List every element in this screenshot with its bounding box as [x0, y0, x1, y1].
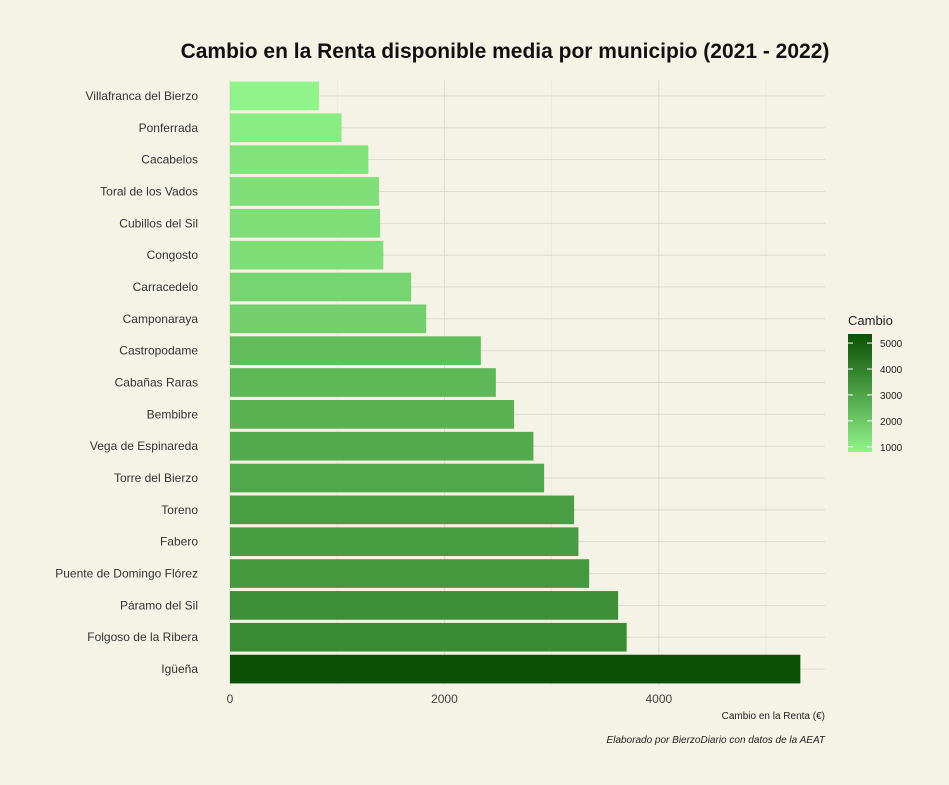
- category-label: Toral de los Vados: [100, 184, 198, 198]
- category-label: Camponaraya: [123, 312, 199, 326]
- bar: [230, 208, 381, 238]
- category-label: Torre del Bierzo: [114, 471, 198, 485]
- legend-tick-label: 3000: [880, 391, 903, 402]
- category-label: Cacabelos: [141, 153, 198, 167]
- category-label: Páramo del Sil: [120, 598, 198, 612]
- chart-caption: Elaborado por BierzoDiario con datos de …: [607, 735, 826, 746]
- category-label: Villafranca del Bierzo: [85, 89, 198, 103]
- bar: [230, 368, 496, 397]
- bar: [230, 527, 579, 557]
- category-label: Puente de Domingo Flórez: [55, 567, 198, 581]
- legend-title: Cambio: [848, 313, 893, 328]
- bar: [230, 431, 534, 461]
- legend-tick-label: 4000: [880, 365, 903, 376]
- category-label: Bembibre: [147, 407, 199, 421]
- legend-colorbar: [848, 334, 872, 452]
- category-label: Cabañas Raras: [115, 376, 198, 390]
- bar: [230, 304, 427, 334]
- bar: [230, 654, 801, 684]
- bar: [230, 272, 412, 302]
- chart-title: Cambio en la Renta disponible media por …: [181, 40, 830, 63]
- bar: [230, 113, 342, 143]
- legend-ticks: 1000 2000 3000 4000 5000: [848, 339, 903, 454]
- legend: Cambio 1000 2000 3000 4000 5000: [848, 313, 903, 454]
- x-axis-label: Cambio en la Renta (€): [722, 711, 825, 722]
- category-label: Toreno: [161, 503, 198, 517]
- category-label: Cubillos del Sil: [119, 216, 198, 230]
- bar: [230, 240, 384, 270]
- x-tick-label: 0: [227, 692, 234, 706]
- legend-tick-label: 1000: [880, 443, 903, 454]
- category-label: Congosto: [147, 248, 199, 262]
- bar: [230, 463, 545, 493]
- legend-tick-label: 2000: [880, 417, 903, 428]
- bar: [230, 336, 481, 365]
- category-label: Fabero: [160, 535, 198, 549]
- category-label: Carracedelo: [133, 280, 199, 294]
- bar: [230, 559, 590, 588]
- bar: [230, 622, 627, 652]
- x-tick-label: 2000: [431, 692, 458, 706]
- bar: [230, 400, 515, 429]
- legend-tick-label: 5000: [880, 339, 903, 350]
- bars: [230, 81, 801, 684]
- bar: [230, 81, 319, 111]
- bar: [230, 145, 369, 174]
- category-labels: Villafranca del Bierzo Ponferrada Cacabelo…: [55, 89, 198, 676]
- bar: [230, 177, 380, 206]
- category-label: Folgoso de la Ribera: [87, 630, 198, 644]
- bar: [230, 495, 575, 525]
- category-label: Igüeña: [161, 662, 198, 676]
- bar: [230, 591, 619, 620]
- x-tick-label: 4000: [645, 692, 672, 706]
- category-label: Castropodame: [119, 344, 198, 358]
- category-label: Ponferrada: [139, 121, 199, 135]
- category-label: Vega de Espinareda: [90, 439, 198, 453]
- x-tick-labels: 0 2000 4000: [227, 692, 673, 706]
